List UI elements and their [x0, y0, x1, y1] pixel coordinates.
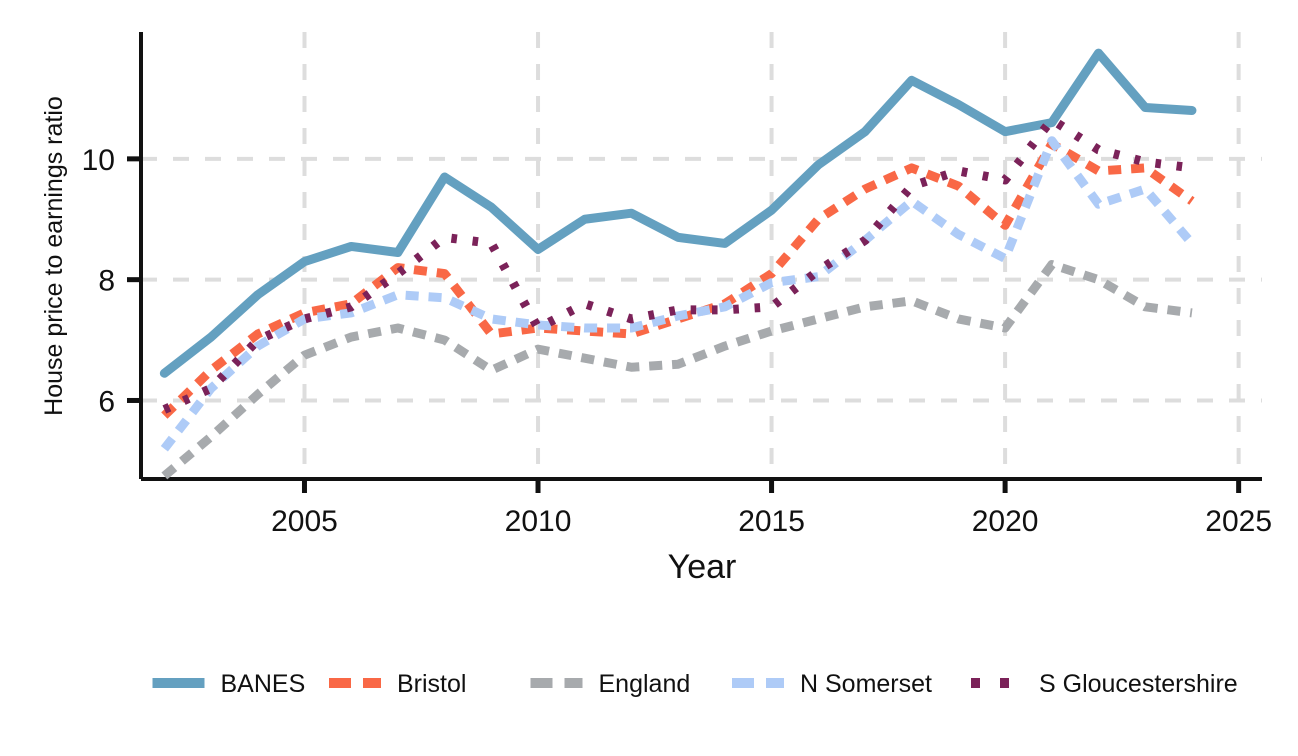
x-axis-tick-label: 2015: [738, 505, 805, 538]
series-line-n-somerset: [160, 136, 1196, 452]
y-axis-label: House price to earnings ratio: [40, 96, 68, 416]
legend-label: N Somerset: [800, 670, 932, 698]
x-axis-tick-label: 2025: [1205, 505, 1272, 538]
legend-label: Bristol: [397, 670, 466, 698]
data-series-layer: [159, 48, 1197, 480]
y-axis-ticks: 6 8 10: [82, 144, 141, 418]
legend-item-banes[interactable]: BANES: [152, 670, 306, 698]
x-axis-tick-label: 2005: [271, 505, 338, 538]
series-line-england: [161, 260, 1193, 480]
legend-label: S Gloucestershire: [1039, 670, 1238, 698]
legend-label: BANES: [221, 670, 306, 698]
x-axis-tick-label: 2020: [972, 505, 1039, 538]
legend-item-s-gloucestershire[interactable]: S Gloucestershire: [971, 670, 1238, 698]
legend-item-bristol[interactable]: Bristol: [329, 670, 466, 698]
legend-item-n-somerset[interactable]: N Somerset: [732, 670, 932, 698]
chart-legend: BANES Bristol England N Somerset S Glouceste…: [152, 670, 1238, 698]
y-axis-tick-label: 10: [82, 144, 115, 177]
x-axis-tick-label: 2010: [505, 505, 572, 538]
legend-item-england[interactable]: England: [530, 670, 691, 698]
series-line-banes: [159, 48, 1197, 378]
x-axis-ticks: 2005 2010 2015 2020 2025: [271, 479, 1272, 538]
legend-label: England: [599, 670, 691, 698]
series-line-bristol: [161, 139, 1195, 419]
y-axis-tick-label: 6: [98, 385, 115, 418]
y-axis-tick-label: 8: [98, 265, 115, 298]
x-axis-label: Year: [668, 548, 737, 586]
